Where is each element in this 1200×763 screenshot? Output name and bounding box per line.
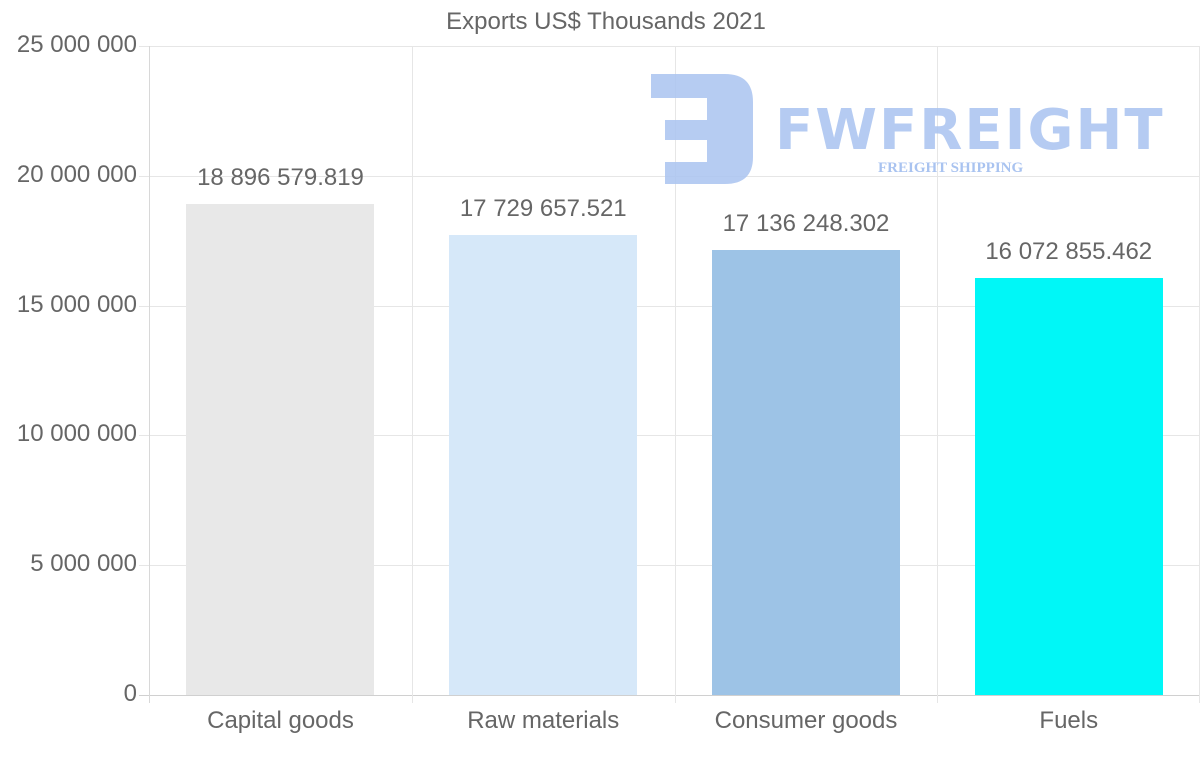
bar-value-label: 16 072 855.462 bbox=[985, 237, 1153, 265]
y-tick-label: 25 000 000 bbox=[16, 31, 137, 58]
bar-value-label: 18 896 579.819 bbox=[197, 164, 364, 192]
bar-capital-goods[interactable] bbox=[186, 204, 375, 695]
gridline-y bbox=[139, 565, 1200, 567]
x-tick-label: Capital goods bbox=[207, 707, 354, 734]
gridline-x bbox=[937, 46, 939, 703]
x-tick-label: Raw materials bbox=[467, 707, 620, 734]
y-tick-label: 15 000 000 bbox=[16, 290, 137, 318]
gridline-x bbox=[674, 46, 676, 703]
chart-title: Exports US$ Thousands 2021 bbox=[446, 8, 766, 35]
gridline-y bbox=[139, 305, 1200, 307]
gridline-y bbox=[139, 695, 1200, 696]
y-tick-label: 10 000 000 bbox=[16, 420, 137, 448]
gridline-y bbox=[139, 46, 1200, 47]
bar-consumer-goods[interactable] bbox=[711, 250, 900, 695]
bar-value-label: 17 136 248.302 bbox=[722, 210, 890, 238]
bar-fuels[interactable] bbox=[974, 277, 1163, 695]
x-tick-label: Consumer goods bbox=[714, 707, 898, 734]
bar-value-label: 17 729 657.521 bbox=[459, 194, 627, 222]
gridline-y bbox=[139, 435, 1200, 437]
plot-area: 18 896 579.819 17 729 657.521 17 136 248.3… bbox=[139, 46, 1200, 703]
y-tick-label: 0 bbox=[123, 680, 137, 707]
gridline-x bbox=[411, 46, 413, 703]
bar-raw-materials[interactable] bbox=[449, 234, 638, 695]
y-tick-label: 20 000 000 bbox=[16, 160, 137, 188]
gridline-x bbox=[149, 46, 150, 703]
x-tick-label: Fuels bbox=[1039, 707, 1099, 734]
y-tick-label: 5 000 000 bbox=[30, 550, 137, 578]
